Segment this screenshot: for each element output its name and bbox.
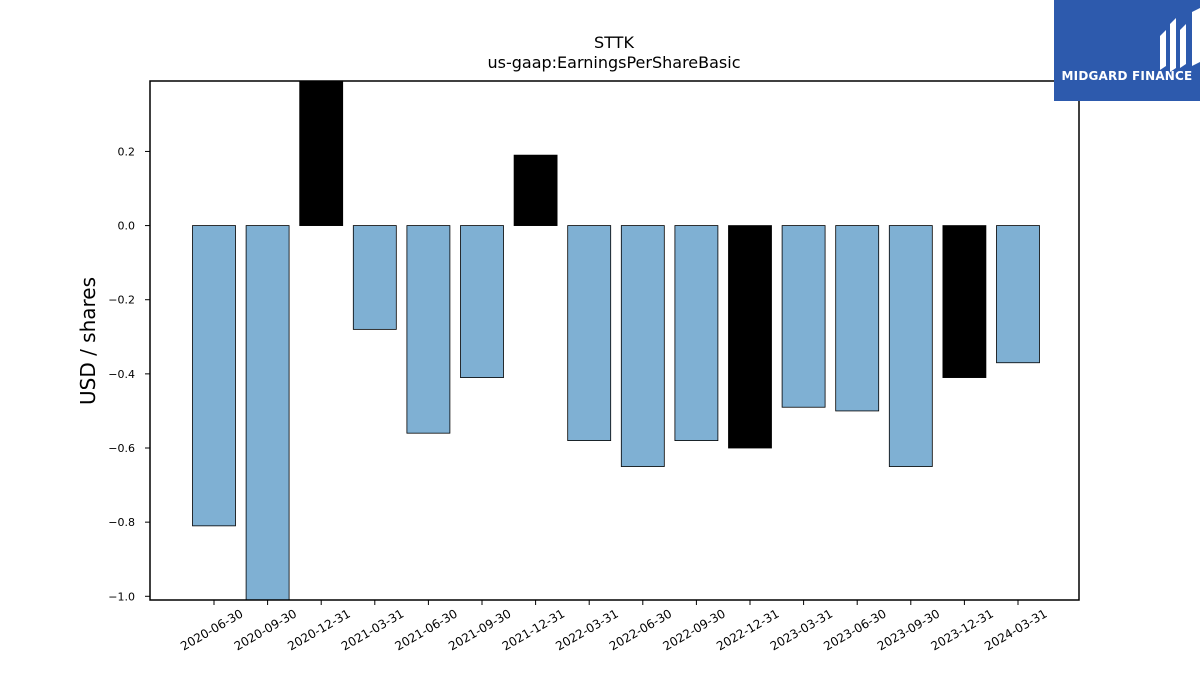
y-tick-label: −0.6 <box>108 442 135 455</box>
bar-2024-03-31 <box>996 225 1040 364</box>
bar-2021-09-30 <box>460 225 504 378</box>
y-tick-label: −0.8 <box>108 516 135 529</box>
bar-2023-12-31 <box>942 225 987 378</box>
midgard-logo-icon <box>1160 8 1200 72</box>
y-tick-label: 0.0 <box>118 220 136 233</box>
bar-2022-03-31 <box>567 225 612 441</box>
bar-2021-06-30 <box>406 225 451 434</box>
bar-2023-03-31 <box>781 225 826 408</box>
y-tick-label: −0.4 <box>108 368 135 381</box>
chart-title: STTK <box>594 33 634 52</box>
plot-frame <box>149 80 1080 601</box>
bar-2023-09-30 <box>888 225 933 467</box>
bar-2021-03-31 <box>352 225 397 330</box>
bar-2022-12-31 <box>728 225 772 449</box>
y-tick-label: 0.2 <box>118 145 136 158</box>
bar-2022-09-30 <box>674 225 719 441</box>
y-axis-label: USD / shares <box>76 277 100 405</box>
bar-2020-12-31 <box>299 80 344 226</box>
y-axis: 0.2 0.0 −0.2 −0.4 −0.6 −0.8 −1.0 <box>108 145 150 603</box>
bar-2023-06-30 <box>835 225 880 412</box>
bar-2021-12-31 <box>513 154 558 226</box>
y-tick-label: −1.0 <box>108 590 135 603</box>
y-tick-label: −0.2 <box>108 294 135 307</box>
x-axis: 2020-06-302020-09-302020-12-312021-03-31… <box>178 600 1050 653</box>
logo-text: MIDGARD FINANCE <box>1061 69 1193 83</box>
midgard-finance-logo: MIDGARD FINANCE <box>1054 0 1200 101</box>
bars-group <box>192 80 1040 601</box>
chart-subtitle: us-gaap:EarningsPerShareBasic <box>487 53 740 72</box>
bar-2022-06-30 <box>620 225 665 467</box>
bar-2020-06-30 <box>192 225 236 527</box>
bar-2020-09-30 <box>245 225 290 601</box>
